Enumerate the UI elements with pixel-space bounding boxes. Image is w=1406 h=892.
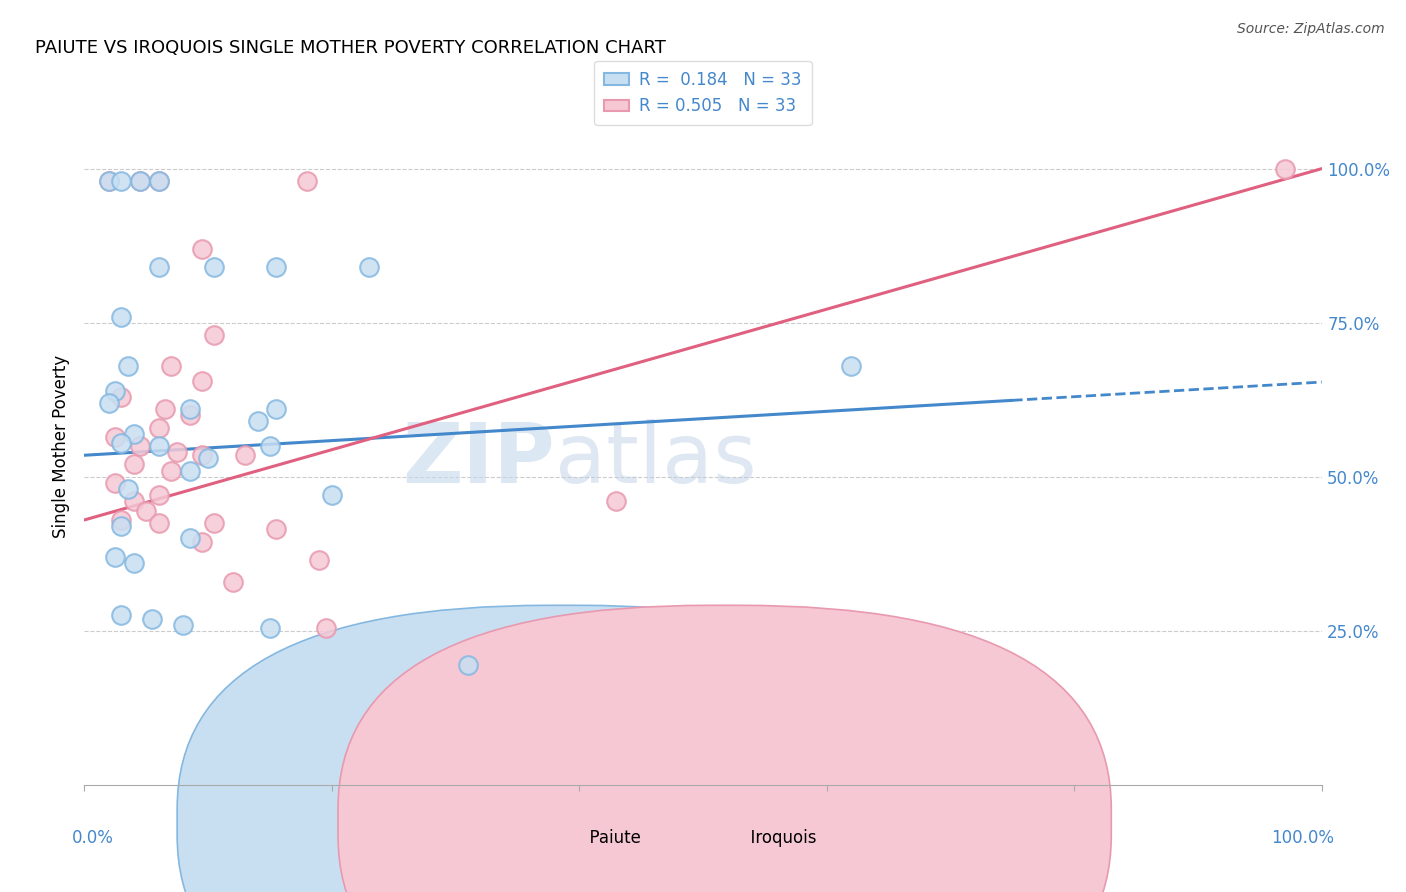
Point (117, 359, 139, 373)
Point (233, 448, 256, 462)
Point (264, 522, 287, 536)
Point (122, 426, 145, 441)
Point (295, 174, 318, 188)
Text: ZIP: ZIP (402, 419, 554, 500)
Point (110, 436, 132, 450)
Text: atlas: atlas (554, 419, 756, 500)
FancyBboxPatch shape (177, 606, 950, 892)
Point (148, 174, 170, 188)
Point (259, 621, 281, 635)
Point (148, 516, 170, 530)
Point (98, 174, 121, 188)
Point (148, 420, 170, 434)
Point (122, 494, 145, 508)
Point (148, 174, 170, 188)
Point (191, 534, 214, 549)
Point (129, 439, 152, 453)
Point (148, 488, 170, 502)
Point (166, 445, 188, 459)
Point (841, 359, 863, 373)
Point (191, 448, 214, 462)
Point (222, 574, 245, 589)
Point (202, 260, 225, 275)
Point (197, 451, 219, 466)
Text: Paiute: Paiute (579, 829, 641, 847)
Point (135, 504, 157, 518)
Point (110, 390, 132, 404)
Point (122, 458, 145, 472)
Point (104, 430, 127, 444)
Point (179, 532, 201, 546)
Point (191, 242, 214, 256)
Point (104, 475, 127, 490)
Point (110, 519, 132, 533)
Point (315, 621, 337, 635)
Point (179, 464, 201, 478)
Point (153, 402, 176, 417)
Point (104, 549, 127, 564)
Point (110, 310, 132, 324)
Point (259, 439, 281, 453)
Point (148, 439, 170, 453)
Point (129, 174, 152, 188)
Point (202, 516, 225, 530)
Point (457, 657, 479, 672)
Text: Iroquois: Iroquois (740, 829, 817, 847)
Point (141, 611, 163, 625)
Y-axis label: Single Mother Poverty: Single Mother Poverty (52, 354, 70, 538)
Point (321, 488, 343, 502)
Point (160, 464, 183, 478)
Point (122, 556, 145, 570)
Text: 100.0%: 100.0% (1271, 829, 1334, 847)
Point (605, 494, 627, 508)
Text: 0.0%: 0.0% (72, 829, 114, 847)
Point (246, 414, 269, 428)
Point (308, 553, 330, 567)
Point (1274, 161, 1296, 176)
Point (357, 260, 380, 275)
FancyBboxPatch shape (337, 606, 1111, 892)
Point (202, 328, 225, 343)
Point (110, 608, 132, 623)
Point (172, 617, 194, 632)
Point (179, 402, 201, 417)
Text: Source: ZipAtlas.com: Source: ZipAtlas.com (1237, 22, 1385, 37)
Point (110, 513, 132, 527)
Text: PAIUTE VS IROQUOIS SINGLE MOTHER POVERTY CORRELATION CHART: PAIUTE VS IROQUOIS SINGLE MOTHER POVERTY… (35, 39, 666, 57)
Point (129, 174, 152, 188)
Point (104, 384, 127, 398)
Point (264, 402, 287, 417)
Point (98, 174, 121, 188)
Point (160, 359, 183, 373)
Point (117, 482, 139, 496)
Point (264, 260, 287, 275)
Point (148, 260, 170, 275)
Point (98, 396, 121, 410)
Legend: R =  0.184   N = 33, R = 0.505   N = 33: R = 0.184 N = 33, R = 0.505 N = 33 (595, 62, 811, 126)
Point (191, 374, 214, 388)
Point (179, 408, 201, 422)
Point (110, 174, 132, 188)
